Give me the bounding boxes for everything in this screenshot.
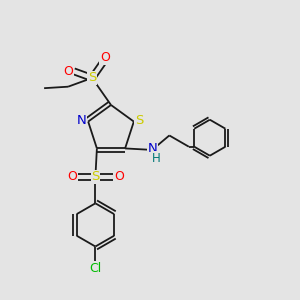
Text: N: N xyxy=(148,142,158,154)
Text: Cl: Cl xyxy=(89,262,101,275)
Text: O: O xyxy=(67,170,77,183)
Text: O: O xyxy=(114,170,124,183)
Text: N: N xyxy=(77,114,86,127)
Text: S: S xyxy=(88,71,96,85)
Text: O: O xyxy=(100,51,110,64)
Text: O: O xyxy=(63,65,73,78)
Text: S: S xyxy=(91,170,100,183)
Text: S: S xyxy=(135,114,143,127)
Text: H: H xyxy=(152,152,161,165)
